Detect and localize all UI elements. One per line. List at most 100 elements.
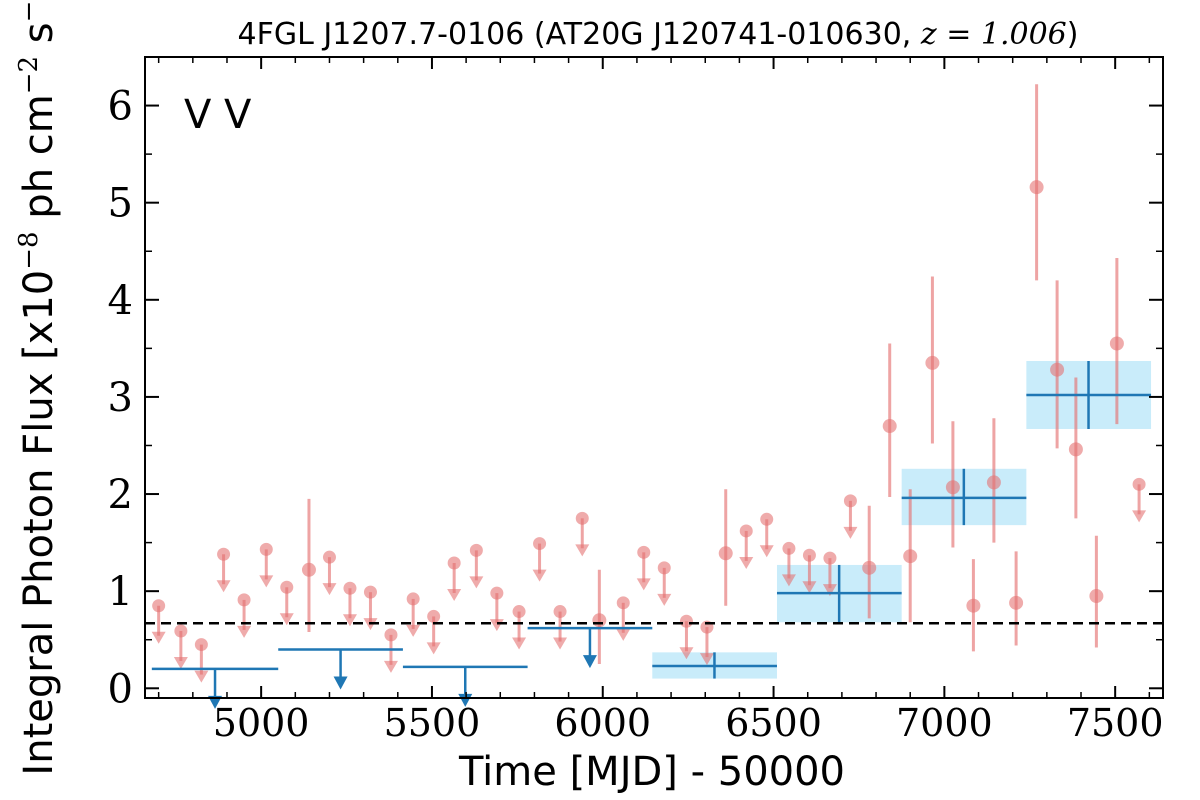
chart-title-close: )	[1067, 17, 1079, 52]
short-bin-upper-limit-arrow	[553, 637, 568, 650]
short-bin-point	[1068, 442, 1083, 457]
short-bin-upper-limit-arrow	[447, 589, 462, 602]
y-axis-label-main: Integral Photon Flux [x10	[16, 270, 62, 776]
short-bin-upper-limit-point	[152, 599, 166, 613]
x-tick-label: 7500	[1067, 701, 1164, 745]
short-bin-upper-limit-arrow	[342, 614, 357, 627]
short-bin-upper-limit-arrow	[843, 526, 858, 539]
short-bin-point	[1050, 362, 1065, 377]
short-bin-upper-limit-arrow	[259, 575, 274, 588]
short-bin-upper-limit-arrow	[679, 647, 694, 660]
short-bin-upper-limit-arrow	[512, 637, 527, 650]
short-bin-upper-limit-point	[802, 548, 816, 562]
short-bin-upper-limit-arrow	[781, 574, 796, 587]
short-bin-point	[1089, 589, 1104, 604]
short-bin-point	[966, 598, 981, 613]
long-bin-upper-limit-arrow	[208, 695, 223, 709]
short-bin-upper-limit-arrow	[469, 576, 484, 589]
short-bin-upper-limit-arrow	[237, 625, 252, 638]
chart-title-main: 4FGL J1207.7-0106 (AT20G J120741-010630,	[238, 17, 921, 52]
short-bin-upper-limit-point	[553, 605, 567, 619]
y-axis-label: Integral Photon Flux [x10−8 ph cm−2 s−1]	[14, 0, 62, 776]
short-bin-upper-limit-arrow	[383, 660, 398, 673]
short-bin-upper-limit-arrow	[173, 656, 188, 669]
short-bin-point	[903, 549, 918, 564]
y-axis-label-mid2: s	[16, 22, 62, 56]
short-bin-upper-limit-point	[447, 556, 461, 570]
short-bin-upper-limit-point	[427, 609, 441, 623]
long-bin-upper-limit-arrow	[582, 655, 597, 669]
short-bin-upper-limit-arrow	[532, 569, 547, 582]
x-tick-label: 5500	[384, 701, 481, 745]
y-tick-label: 3	[108, 375, 133, 421]
short-bin-upper-limit-point	[217, 547, 231, 561]
short-bin-point	[718, 546, 733, 561]
short-bin-upper-limit-arrow	[575, 544, 590, 557]
short-bin-upper-limit-point	[194, 638, 208, 652]
short-bin-point	[945, 480, 960, 495]
short-bin-point	[301, 562, 316, 577]
chart-title-redshift: z = 1.006	[920, 17, 1067, 52]
long-bin-upper-limit-arrow	[333, 676, 348, 690]
short-bin-upper-limit-point	[843, 494, 857, 508]
short-bin-upper-limit-point	[322, 550, 336, 564]
short-bin-upper-limit-arrow	[802, 581, 817, 594]
short-bin-point	[862, 560, 877, 575]
short-bin-upper-limit-point	[533, 537, 547, 551]
short-bin-upper-limit-point	[406, 592, 420, 606]
short-bin-point	[882, 419, 897, 434]
short-bin-upper-limit-point	[575, 511, 589, 525]
short-bin-upper-limit-point	[174, 624, 188, 638]
short-bin-upper-limit-point	[1132, 477, 1146, 491]
short-bin-point	[1109, 336, 1124, 351]
short-bin-upper-limit-arrow	[739, 556, 754, 569]
x-axis-label: Time [MJD] - 50000	[458, 749, 845, 795]
short-bin-upper-limit-arrow	[636, 578, 651, 591]
legend-marker-short-bins: V	[224, 92, 252, 138]
x-tick-label: 6500	[725, 701, 822, 745]
short-bin-upper-limit-point	[616, 596, 630, 610]
legend-marker-long-bins: V	[184, 92, 212, 138]
short-bin-upper-limit-point	[760, 512, 774, 526]
plot-layer: 5000 5500 6000 6500 7000 7500 0 1 2 3 4 5 6	[108, 56, 1164, 745]
y-tick-label: 6	[108, 84, 133, 130]
short-bin-point	[1009, 595, 1024, 610]
short-bin-upper-limit-point	[384, 628, 398, 642]
short-bin-upper-limit-point	[782, 541, 796, 555]
short-bin-upper-limit-arrow	[279, 613, 294, 626]
short-bin-upper-limit-point	[469, 543, 483, 557]
x-tick-label: 5000	[213, 701, 310, 745]
short-bin-point	[986, 475, 1001, 490]
chart-title: 4FGL J1207.7-0106 (AT20G J120741-010630,…	[238, 17, 1079, 52]
short-bin-upper-limit-arrow	[657, 593, 672, 606]
short-bin-upper-limit-arrow	[426, 642, 441, 655]
short-bin-upper-limit-point	[259, 542, 273, 556]
short-bin-upper-limit-arrow	[216, 580, 231, 593]
y-axis-label-exp: −8	[14, 231, 44, 269]
short-bin-upper-limit-point	[343, 581, 357, 595]
y-axis-label-mid: ph cm	[16, 94, 62, 231]
short-bin-upper-limit-point	[823, 551, 837, 565]
x-tick-group: 5000 5500 6000 6500 7000 7500	[157, 57, 1164, 745]
short-bin-upper-limit-point	[280, 580, 294, 594]
short-bin-point	[925, 355, 940, 370]
short-bin-upper-limit-point	[739, 524, 753, 538]
y-tick-label: 4	[108, 278, 133, 324]
plot-frame	[144, 56, 1164, 699]
y-axis-label-exp3: −1	[14, 0, 44, 22]
short-bin-upper-limit-point	[237, 593, 251, 607]
short-bin-upper-limit-arrow	[616, 628, 631, 641]
short-bin-upper-limit-point	[637, 545, 651, 559]
short-bin-upper-limit-point	[657, 561, 671, 575]
y-tick-label: 1	[108, 569, 133, 615]
short-bin-upper-limit-arrow	[406, 624, 421, 637]
short-bin-upper-limit-arrow	[699, 653, 714, 666]
short-bin-upper-limit-arrow	[322, 583, 337, 596]
y-axis-label-exp2: −2	[14, 56, 44, 94]
short-bin-point	[1029, 180, 1044, 195]
x-tick-label: 6000	[554, 701, 651, 745]
y-tick-label: 5	[108, 181, 133, 227]
short-bin-upper-limit-arrow	[151, 631, 166, 644]
y-tick-group: 0 1 2 3 4 5 6	[108, 56, 1163, 712]
